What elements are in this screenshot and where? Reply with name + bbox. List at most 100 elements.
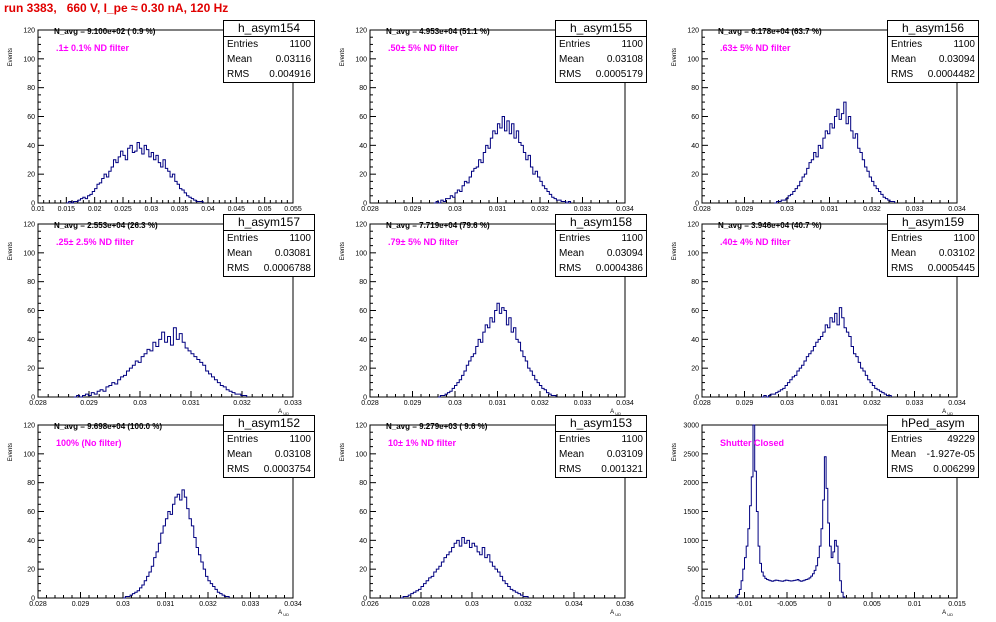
- stats-key: Mean: [559, 54, 585, 65]
- stats-key: Entries: [227, 434, 259, 445]
- stats-row-rms: RMS 0.0004482: [888, 67, 978, 82]
- filter-label: Shutter Closed: [720, 438, 785, 448]
- y-tick-label: 100: [23, 250, 35, 257]
- stats-key: Entries: [559, 434, 591, 445]
- histogram-series: [123, 489, 230, 599]
- histogram-pad: 0 20 40 60 80 100 120 0.028 0.029 0.03 0.031 0.032 0…: [664, 212, 996, 419]
- x-tick-label: 0.03: [448, 400, 462, 407]
- x-tick-label: 0.028: [693, 400, 711, 407]
- x-tick-label: 0.05: [258, 206, 272, 213]
- stats-box: h_asym154 Entries 1100 Mean 0.03116 RMS 0.0049…: [223, 20, 315, 83]
- y-axis-label: Events: [672, 443, 678, 461]
- x-tick-label: 0.028: [361, 400, 379, 407]
- y-tick-label: 40: [359, 143, 367, 150]
- x-tick-label: 0.033: [906, 400, 924, 407]
- histogram-name: h_asym156: [888, 21, 978, 37]
- x-tick-label: 0.032: [863, 206, 881, 213]
- x-tick-label: 0.029: [72, 601, 90, 608]
- x-tick-label: 0.036: [616, 601, 634, 608]
- stats-value: 1100: [289, 434, 311, 445]
- filter-label: .40± 4% ND filter: [720, 237, 791, 247]
- stats-row-mean: Mean 0.03094: [556, 246, 646, 261]
- y-tick-label: 20: [27, 172, 35, 179]
- stats-key: Entries: [559, 233, 591, 244]
- stats-box: h_asym159 Entries 1100 Mean 0.03102 RMS 0.0005…: [887, 214, 979, 277]
- stats-value: 1100: [289, 39, 311, 50]
- y-tick-label: 120: [355, 28, 367, 35]
- histogram-series: [66, 141, 204, 204]
- stats-row-rms: RMS 0.0005445: [888, 261, 978, 276]
- y-tick-label: 80: [27, 279, 35, 286]
- y-tick-label: 80: [27, 85, 35, 92]
- y-axis-label: Events: [8, 48, 14, 66]
- x-tick-label: 0.032: [863, 400, 881, 407]
- stats-row-mean: Mean 0.03094: [888, 52, 978, 67]
- y-tick-label: 20: [359, 172, 367, 179]
- stats-row-mean: Mean 0.03116: [224, 52, 314, 67]
- stats-value: 0.03094: [606, 248, 643, 259]
- stats-key: Mean: [227, 54, 253, 65]
- stats-value: 1100: [621, 39, 643, 50]
- stats-key: Entries: [227, 233, 259, 244]
- x-tick-label: 0.031: [821, 206, 839, 213]
- y-tick-label: 60: [27, 509, 35, 516]
- stats-row-mean: Mean 0.03109: [556, 447, 646, 462]
- stats-value: 1100: [953, 233, 975, 244]
- x-tick-label: 0.032: [531, 206, 549, 213]
- x-tick-label: 0.032: [199, 601, 217, 608]
- stats-value: 0.03094: [938, 54, 975, 65]
- stats-value: 1100: [621, 434, 643, 445]
- x-tick-label: 0.031: [489, 400, 507, 407]
- stats-box: h_asym155 Entries 1100 Mean 0.03108 RMS 0.0005…: [555, 20, 647, 83]
- y-tick-label: 1500: [683, 509, 699, 516]
- x-tick-label: 0.02: [88, 206, 102, 213]
- x-tick-label: 0.015: [948, 601, 966, 608]
- histogram-name: h_asym154: [224, 21, 314, 37]
- x-tick-label: 0.028: [361, 206, 379, 213]
- y-tick-label: 100: [355, 451, 367, 458]
- stats-key: Entries: [891, 233, 923, 244]
- y-tick-label: 100: [687, 250, 699, 257]
- x-tick-label: 0.03: [448, 206, 462, 213]
- histogram-name: h_asym158: [556, 215, 646, 231]
- stats-key: Entries: [227, 39, 259, 50]
- stats-key: Mean: [891, 54, 917, 65]
- stats-key: RMS: [891, 464, 914, 475]
- stats-value: -1.927e-05: [926, 449, 975, 460]
- stats-row-entries: Entries 1100: [888, 37, 978, 52]
- stats-key: Mean: [227, 449, 253, 460]
- stats-row-entries: Entries 1100: [224, 231, 314, 246]
- stats-key: Entries: [891, 39, 923, 50]
- y-tick-label: 40: [691, 143, 699, 150]
- x-tick-label: 0.03: [145, 206, 159, 213]
- y-tick-label: 0: [363, 596, 367, 603]
- histogram-plot: 0 20 40 60 80 100 120 0.01 0.015 0.02 0.025 0.03 0.0…: [8, 28, 302, 223]
- x-tick-label: 0.03: [780, 400, 794, 407]
- stats-value: 0.03102: [938, 248, 975, 259]
- stats-box: h_asym157 Entries 1100 Mean 0.03081 RMS 0.0006…: [223, 214, 315, 277]
- y-tick-label: 40: [359, 337, 367, 344]
- y-tick-label: 20: [691, 366, 699, 373]
- x-tick-label: 0.032: [233, 400, 251, 407]
- stats-key: Mean: [891, 248, 917, 259]
- histogram-name: h_asym155: [556, 21, 646, 37]
- y-tick-label: 40: [27, 143, 35, 150]
- stats-value: 0.0004482: [927, 69, 975, 80]
- stats-value: 0.03116: [275, 54, 311, 65]
- x-tick-label: 0.031: [182, 400, 200, 407]
- x-tick-label: 0.045: [228, 206, 246, 213]
- stats-value: 0.001321: [601, 464, 643, 475]
- stats-value: 0.006299: [933, 464, 975, 475]
- n-avg-label: N_avg = 9.100e+02 ( 0.9 %): [54, 27, 156, 36]
- stats-row-mean: Mean 0.03102: [888, 246, 978, 261]
- y-tick-label: 40: [27, 337, 35, 344]
- n-avg-label: N_avg = 9.698e+04 (100.0 %): [54, 422, 163, 431]
- stats-row-rms: RMS 0.001321: [556, 462, 646, 477]
- y-tick-label: 80: [359, 279, 367, 286]
- x-tick-label: 0.032: [514, 601, 532, 608]
- x-tick-label: -0.015: [692, 601, 712, 608]
- x-axis-label: A UD: [942, 610, 953, 617]
- histogram-name: h_asym159: [888, 215, 978, 231]
- x-tick-label: 0.015: [58, 206, 76, 213]
- stats-key: Mean: [891, 449, 917, 460]
